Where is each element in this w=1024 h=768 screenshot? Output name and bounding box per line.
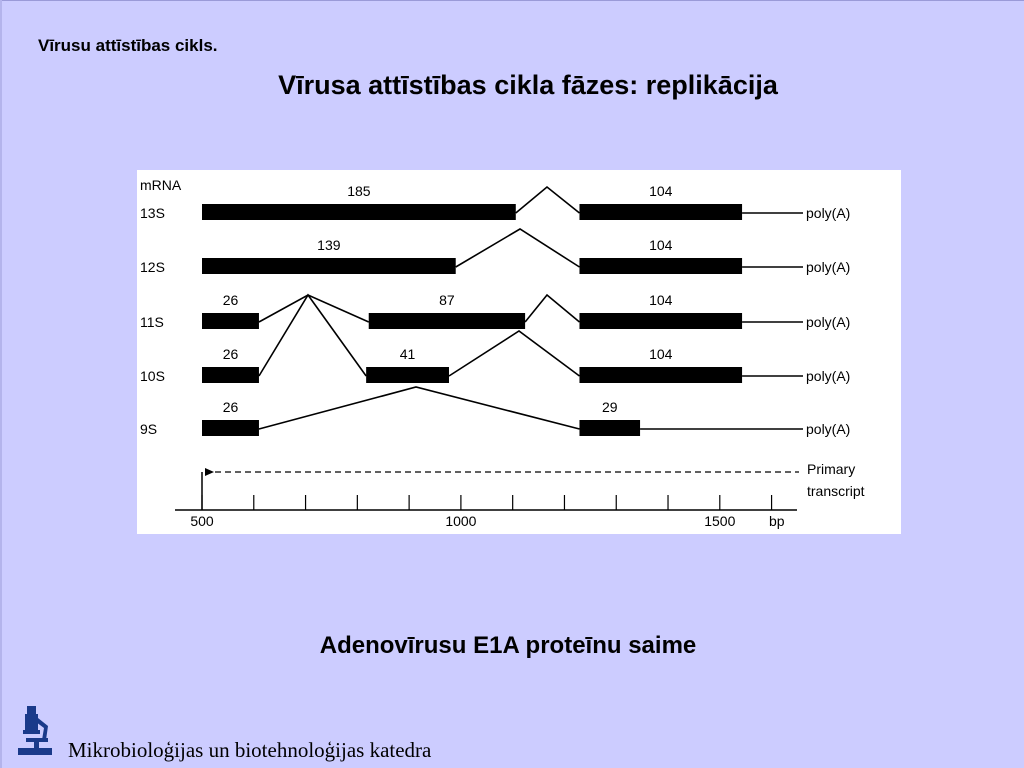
mrna-header: mRNA (140, 177, 182, 193)
promoter-arrow-head-icon (205, 468, 214, 476)
exon-block (202, 420, 259, 436)
slide-title: Vīrusa attīstības cikla fāzes: replikāci… (278, 70, 778, 100)
slide-caption: Adenovīrusu E1A proteīnu saime (319, 632, 697, 659)
intron-line (524, 293, 580, 323)
department-name: Mikrobioloģijas un biotehnoloģijas kated… (68, 738, 432, 762)
exon-block (366, 367, 449, 383)
exon-length-label: 139 (317, 237, 341, 253)
exon-block (368, 313, 526, 329)
poly-a-label: poly(A) (806, 421, 850, 437)
exon-length-label: 104 (649, 237, 673, 253)
transcript-name: 9S (140, 421, 157, 437)
axis-tick-label: 500 (190, 513, 214, 529)
exon-length-label: 41 (400, 346, 416, 362)
transcript-row-12s: 12S 139 104 poly(A) (140, 228, 850, 275)
exon-block (579, 313, 743, 329)
exon-length-label: 26 (223, 399, 239, 415)
exon-block (579, 204, 743, 220)
exon-block (579, 420, 641, 436)
intron-line (455, 228, 580, 268)
primary-transcript: Primary transcript (201, 461, 865, 510)
transcript-row-9s: 9S 26 29 poly(A) (140, 386, 850, 437)
exon-length-label: 185 (347, 183, 371, 199)
exon-block (579, 258, 743, 274)
intron-line (258, 386, 580, 430)
slide-border-left (0, 0, 2, 768)
slide-border-top (0, 0, 1024, 1)
transcript-row-10s: 10S 26 41 104 poly(A) (140, 293, 850, 384)
transcript-name: 10S (140, 368, 165, 384)
exon-block (202, 204, 516, 220)
exon-length-label: 104 (649, 346, 673, 362)
poly-a-label: poly(A) (806, 314, 850, 330)
exon-length-label: 26 (223, 292, 239, 308)
intron-line (515, 185, 580, 214)
bp-axis: 500 1000 1500 bp (175, 495, 797, 529)
transcript-name: 12S (140, 259, 165, 275)
exon-length-label: 29 (602, 399, 618, 415)
poly-a-label: poly(A) (806, 259, 850, 275)
microscope-logo-icon (12, 704, 56, 763)
axis-unit-label: bp (769, 513, 785, 529)
exon-length-label: 87 (439, 292, 455, 308)
transcript-name: 11S (140, 314, 164, 330)
exon-block (202, 313, 259, 329)
header-title: Vīrusu attīstības cikls. (38, 36, 218, 55)
transcript-row-13s: 13S 185 104 poly(A) (140, 183, 850, 221)
exon-length-label: 104 (649, 292, 673, 308)
intron-line (448, 330, 580, 377)
exon-block (202, 367, 259, 383)
axis-tick-label: 1500 (704, 513, 735, 529)
exon-length-label: 104 (649, 183, 673, 199)
intron-line (258, 294, 370, 323)
poly-a-label: poly(A) (806, 368, 850, 384)
transcript-name: 13S (140, 205, 165, 221)
intron-line (258, 293, 367, 377)
exon-block (579, 367, 743, 383)
axis-tick-label: 1000 (445, 513, 476, 529)
poly-a-label: poly(A) (806, 205, 850, 221)
splicing-diagram: mRNA 13S 185 104 poly(A) 12S 139 104 poly(A) 11S… (137, 170, 901, 534)
primary-transcript-label: Primary (807, 461, 855, 477)
exon-block (202, 258, 456, 274)
transcript-row-11s: 11S 26 87 104 poly(A) (140, 292, 850, 330)
primary-transcript-label: transcript (807, 483, 865, 499)
exon-length-label: 26 (223, 346, 239, 362)
